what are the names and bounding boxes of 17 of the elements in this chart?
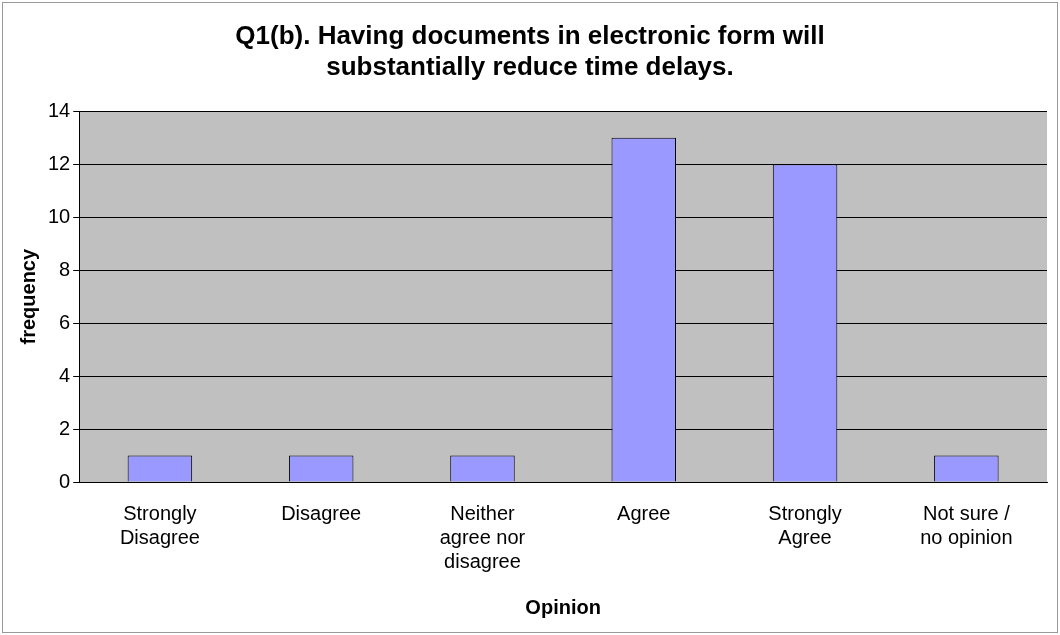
x-tick-label: Agree: [617, 501, 671, 524]
y-tick-label: 12: [48, 151, 71, 174]
y-axis-title: frequency: [16, 248, 39, 345]
x-tick-label: Strongly Disagree: [119, 501, 200, 548]
x-tick-label: Disagree: [281, 501, 362, 524]
chart-title: Q1(b). Having documents in electronic form will substantially reduce time delays.: [235, 19, 825, 81]
y-tick-label: 4: [59, 363, 71, 386]
y-tick-label: 2: [59, 416, 71, 439]
y-tick-label: 6: [59, 310, 71, 333]
y-tick-label: 8: [59, 257, 71, 280]
x-axis-title: Opinion: [525, 595, 601, 618]
y-tick-label: 14: [48, 98, 71, 121]
x-tick-label: Strongly Agree: [768, 501, 842, 548]
x-tick-label: Neither agree nor disagree: [439, 501, 526, 572]
y-tick-label: 10: [48, 204, 71, 227]
y-tick-label: 0: [59, 469, 71, 492]
x-tick-label: Not sure / no opinion: [920, 501, 1013, 548]
